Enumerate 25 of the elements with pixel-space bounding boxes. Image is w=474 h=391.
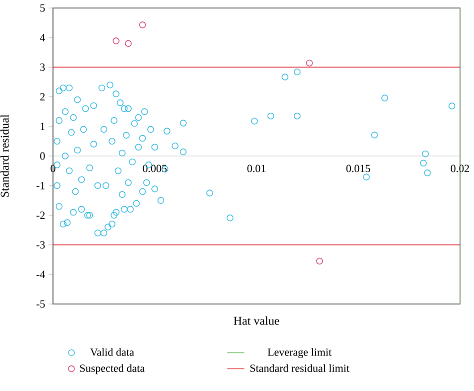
- y-tick-label: -4: [36, 270, 46, 278]
- y-axis-title: Standard residual: [0, 114, 9, 197]
- y-tick-label: -1: [36, 182, 45, 190]
- point: [139, 22, 146, 28]
- point: [316, 258, 323, 264]
- point: [124, 40, 132, 47]
- y-tick-label: 1: [40, 122, 45, 130]
- y-tick-label: 3: [40, 64, 45, 71]
- y-tick-label: -3: [36, 241, 45, 248]
- y-tick-label: -2: [36, 212, 45, 219]
- x-tick-label: 0.015: [346, 164, 370, 172]
- x-axis-title: Hat value: [234, 316, 280, 325]
- y-tick-label: 2: [40, 93, 45, 100]
- y-tick-label: 5: [40, 4, 45, 12]
- legend-label: Standard residual limit: [250, 364, 350, 372]
- legend-label: Valid data: [90, 348, 134, 356]
- legend-label: Leverage limit: [268, 348, 332, 358]
- point: [306, 60, 313, 66]
- x-tick-label: 0.01: [247, 164, 266, 172]
- x-tick-label: 0.02: [450, 164, 469, 172]
- legend-label: Suspected data: [80, 364, 145, 374]
- y-tick-label: 0: [40, 152, 45, 160]
- y-tick-label: 4: [40, 34, 46, 42]
- point: [112, 38, 120, 44]
- y-tick-label: -5: [36, 300, 45, 308]
